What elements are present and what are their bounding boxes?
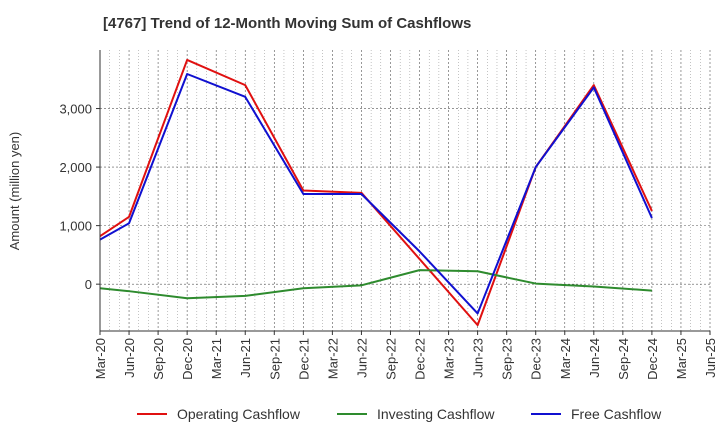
chart-title: [4767] Trend of 12-Month Moving Sum of C…	[103, 15, 472, 32]
legend-item-free-cashflow: Free Cashflow	[531, 402, 661, 426]
legend-swatch-operating	[137, 413, 167, 415]
x-tick-label: Jun-24	[587, 338, 602, 378]
x-tick-label: Jun-23	[471, 338, 486, 378]
legend-label-investing: Investing Cashflow	[377, 406, 495, 422]
y-tick-label: 0	[85, 277, 92, 292]
y-tick-label: 2,000	[59, 160, 92, 175]
y-tick-label: 1,000	[59, 219, 92, 234]
y-axis-title: Amount (million yen)	[7, 132, 22, 251]
legend-label-operating: Operating Cashflow	[177, 406, 300, 422]
chart-legend: Operating Cashflow Investing Cashflow Fr…	[0, 402, 720, 426]
x-tick-label: Sep-20	[151, 338, 166, 380]
legend-item-investing-cashflow: Investing Cashflow	[337, 402, 495, 426]
x-tick-label: Sep-23	[500, 338, 515, 380]
x-tick-label: Dec-23	[529, 338, 544, 380]
legend-swatch-investing	[337, 413, 367, 415]
x-tick-label: Mar-24	[558, 338, 573, 379]
x-tick-label: Sep-22	[383, 338, 398, 380]
legend-item-operating-cashflow: Operating Cashflow	[137, 402, 300, 426]
x-tick-label: Mar-21	[209, 338, 224, 379]
x-tick-label: Mar-20	[93, 338, 108, 379]
y-tick-label: 3,000	[59, 102, 92, 117]
x-tick-label: Jun-22	[354, 338, 369, 378]
x-tick-label: Dec-22	[413, 338, 428, 380]
x-tick-label: Jun-25	[703, 338, 718, 378]
x-tick-label: Mar-25	[674, 338, 689, 379]
x-tick-label: Dec-20	[180, 338, 195, 380]
x-tick-label: Dec-24	[645, 338, 660, 380]
x-tick-label: Sep-24	[616, 338, 631, 380]
x-tick-label: Mar-22	[325, 338, 340, 379]
x-tick-label: Jun-20	[122, 338, 137, 378]
x-tick-label: Sep-21	[267, 338, 282, 380]
legend-swatch-free	[531, 413, 561, 415]
x-tick-label: Dec-21	[296, 338, 311, 380]
x-tick-label: Mar-23	[442, 338, 457, 379]
x-tick-label: Jun-21	[238, 338, 253, 378]
legend-label-free: Free Cashflow	[571, 406, 662, 422]
